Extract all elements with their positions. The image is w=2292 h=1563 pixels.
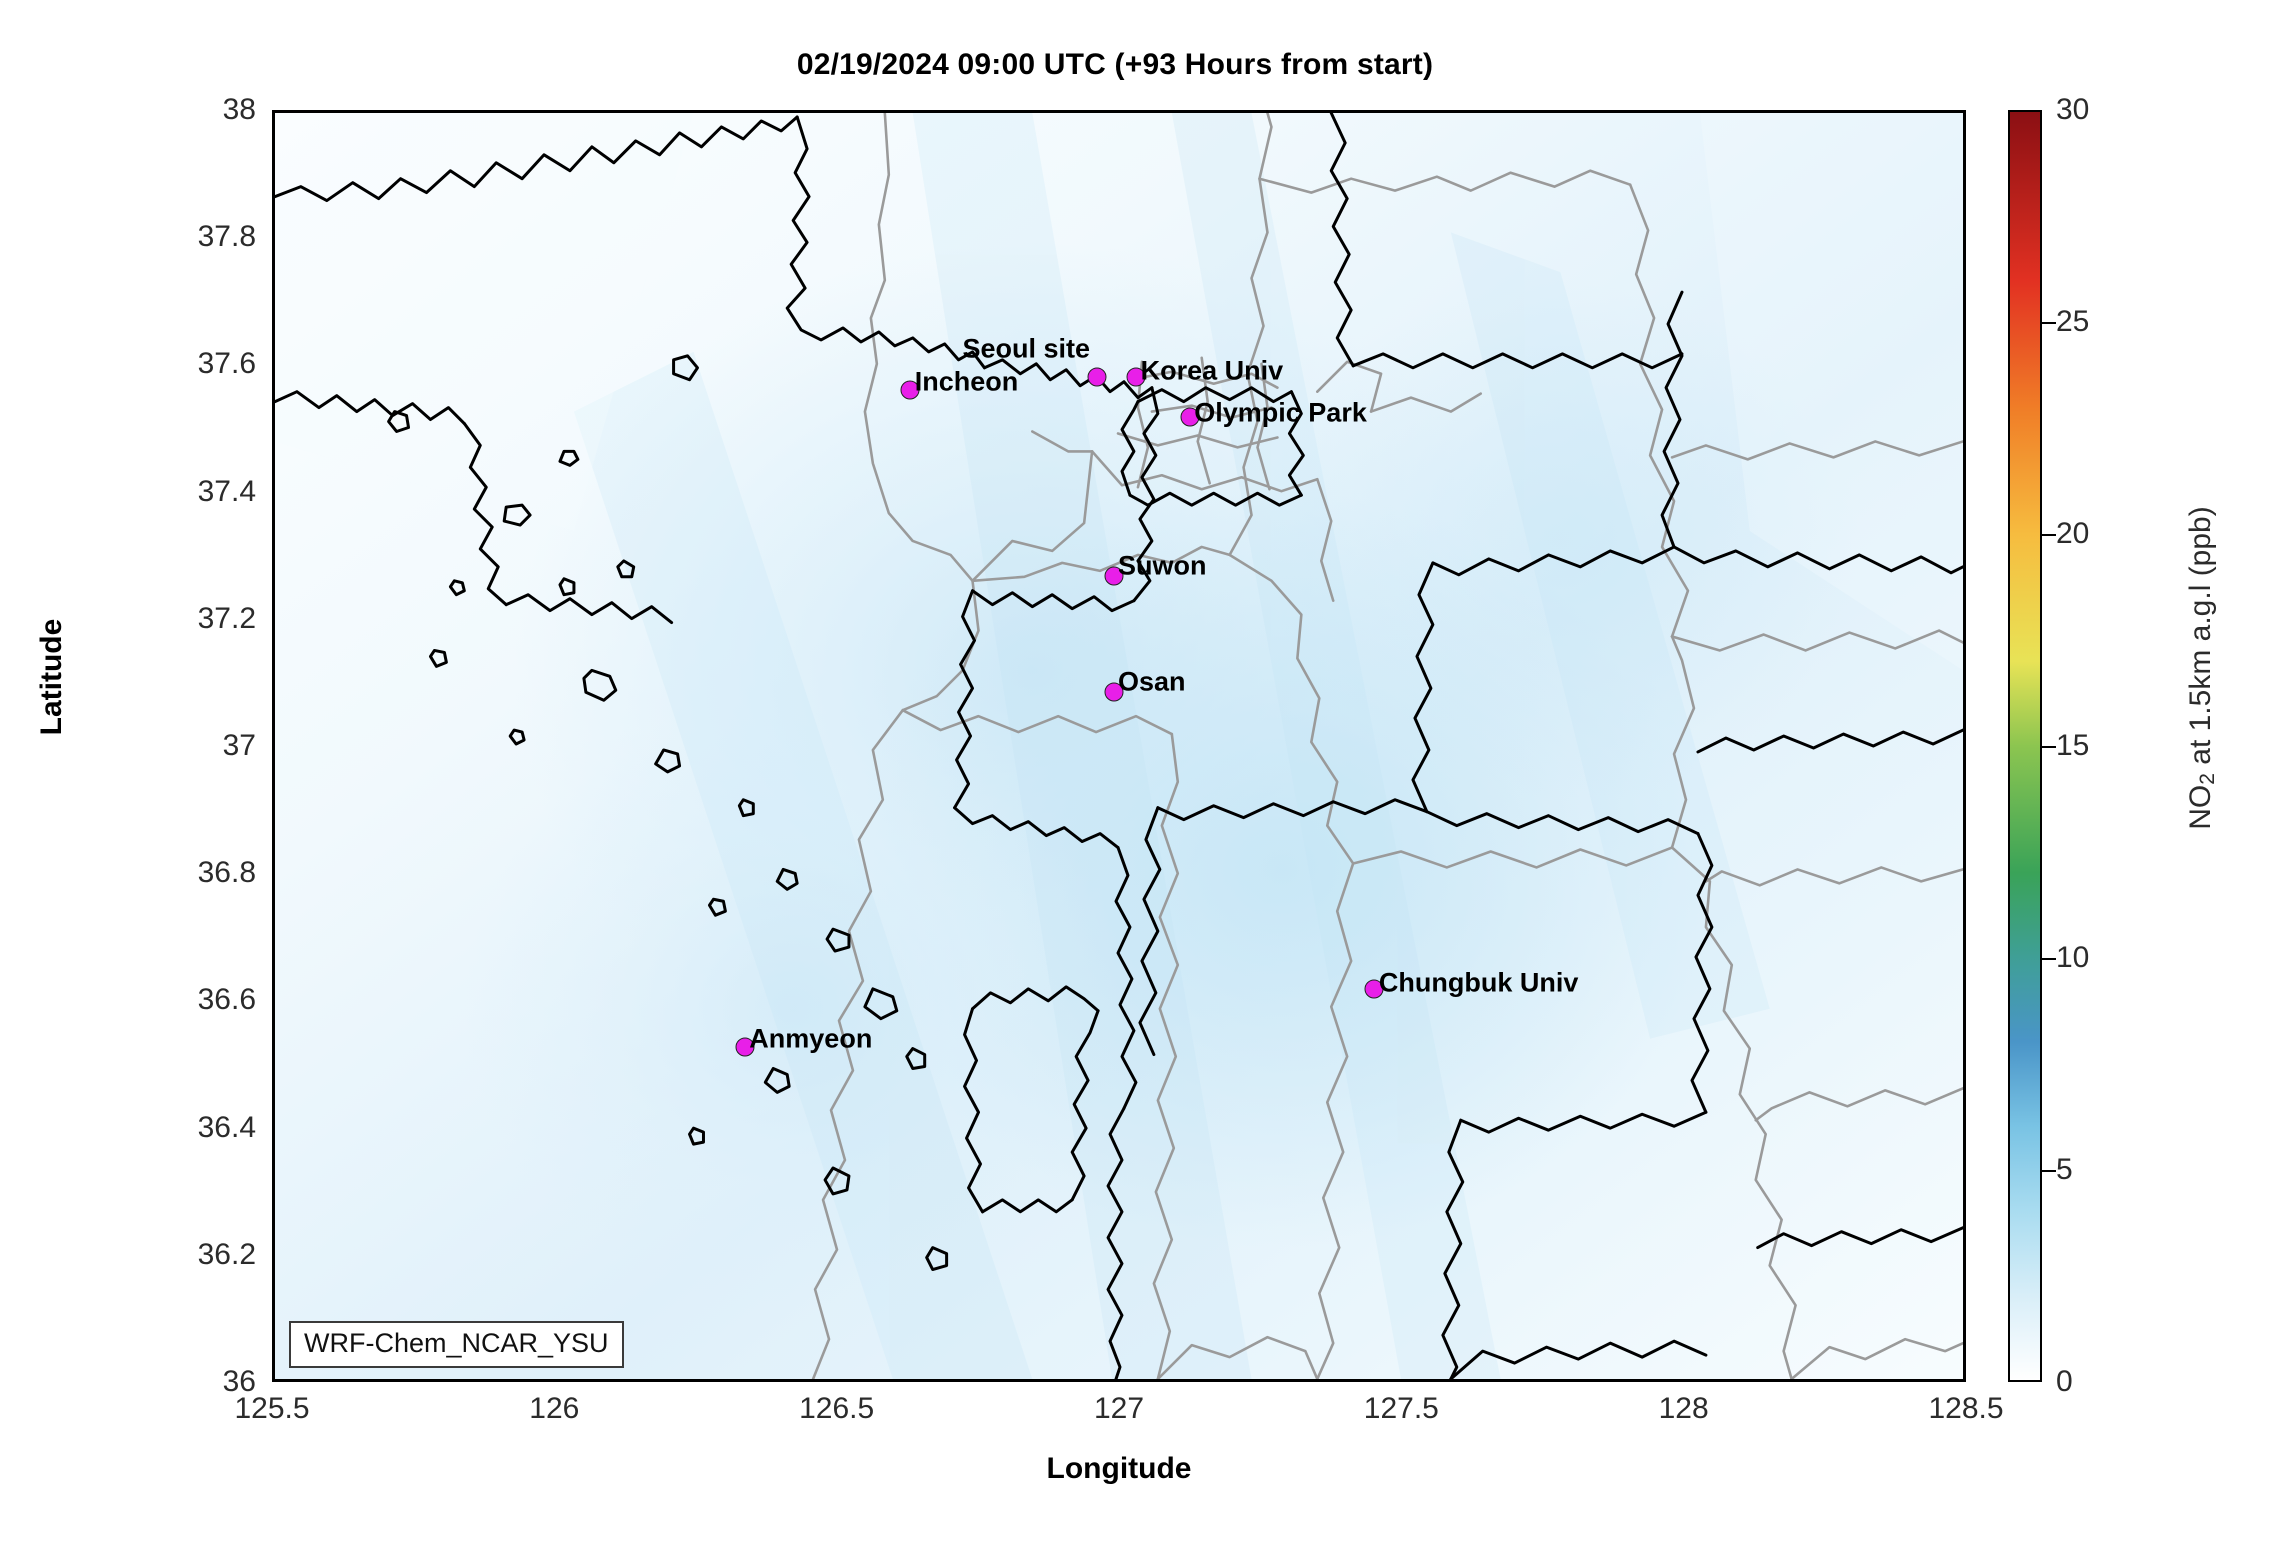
x-tick-label: 127 bbox=[1093, 1392, 1145, 1425]
y-tick-label: 37.4 bbox=[197, 474, 256, 508]
station-dot-icon bbox=[1104, 682, 1124, 702]
station-marker[interactable]: Olympic Park bbox=[1180, 399, 1367, 427]
station-marker[interactable]: Osan bbox=[1104, 668, 1186, 702]
y-axis-tick-labels: 36 36.2 36.4 36.6 36.8 37 37.2 37.4 37.6 37.8 38 bbox=[120, 93, 256, 1398]
y-tick-label: 37.2 bbox=[197, 601, 256, 635]
station-marker[interactable]: Suwon bbox=[1104, 552, 1207, 586]
y-tick-label: 37 bbox=[222, 729, 256, 762]
station-marker[interactable]: Korea Univ bbox=[1126, 357, 1283, 387]
station-marker[interactable]: Chungbuk Univ bbox=[1364, 969, 1578, 999]
x-tick-label: 128.5 bbox=[1928, 1392, 2004, 1425]
station-label: Anmyeon bbox=[749, 1023, 873, 1054]
colorbar-tick-mark bbox=[2042, 534, 2056, 536]
colorbar-tick-label: 5 bbox=[2056, 1153, 2073, 1186]
station-label: Olympic Park bbox=[1194, 397, 1367, 428]
station-dot-icon bbox=[735, 1037, 755, 1057]
y-tick-label: 36.8 bbox=[197, 856, 256, 890]
x-tick-label: 125.5 bbox=[234, 1392, 310, 1425]
colorbar-tick-mark bbox=[2042, 958, 2056, 960]
map-axes[interactable]: Seoul site Incheon Korea Univ Olympic Park S… bbox=[272, 110, 1966, 1382]
colorbar-tick-mark bbox=[2042, 322, 2056, 324]
colorbar-tick-label: 30 bbox=[2056, 93, 2090, 126]
station-label: Suwon bbox=[1118, 550, 1207, 581]
y-axis-title: Latitude bbox=[35, 618, 68, 736]
y-tick-label: 36 bbox=[222, 1365, 256, 1398]
colorbar-tick-label: 15 bbox=[2056, 729, 2090, 762]
station-label: Osan bbox=[1118, 666, 1186, 697]
colorbar[interactable] bbox=[2008, 110, 2042, 1382]
colorbar-tick-label: 0 bbox=[2056, 1365, 2073, 1398]
y-tick-label: 37.6 bbox=[197, 347, 256, 381]
station-marker[interactable]: Anmyeon bbox=[735, 1025, 872, 1057]
station-label: Chungbuk Univ bbox=[1378, 967, 1579, 998]
colorbar-title: NO2 at 1.5km a.g.l (ppb) bbox=[2184, 438, 2220, 898]
y-tick-label: 36.4 bbox=[197, 1110, 256, 1144]
y-tick-label: 36.2 bbox=[197, 1237, 256, 1271]
station-marker[interactable]: Seoul site bbox=[963, 335, 1107, 387]
station-label: Korea Univ bbox=[1140, 355, 1284, 386]
y-tick-label: 37.8 bbox=[197, 220, 256, 254]
y-tick-label: 38 bbox=[222, 93, 256, 126]
coastline-layer bbox=[275, 113, 1963, 1379]
figure-title: 02/19/2024 09:00 UTC (+93 Hours from sta… bbox=[796, 48, 1434, 81]
model-annotation-box: WRF-Chem_NCAR_YSU bbox=[289, 1321, 624, 1368]
station-dot-icon bbox=[1180, 407, 1200, 427]
colorbar-tick-label: 10 bbox=[2056, 941, 2090, 974]
x-tick-label: 126.5 bbox=[799, 1392, 875, 1425]
station-label: Incheon bbox=[914, 366, 1019, 397]
province-boundaries bbox=[811, 113, 1963, 1379]
x-axis-tick-labels: 125.5 126 126.5 127 127.5 128 128.5 bbox=[234, 1392, 2003, 1436]
station-marker[interactable]: Incheon bbox=[900, 368, 1018, 400]
colorbar-tick-mark bbox=[2042, 746, 2056, 748]
colorbar-gradient bbox=[2010, 112, 2040, 1380]
station-dot-icon bbox=[1364, 979, 1384, 999]
colorbar-tick-mark bbox=[2042, 1170, 2056, 1172]
x-tick-label: 126 bbox=[529, 1392, 580, 1425]
colorbar-tick-label: 20 bbox=[2056, 517, 2090, 550]
station-dot-icon bbox=[900, 380, 920, 400]
colorbar-title-prefix: NO bbox=[2184, 784, 2217, 830]
station-dot-icon bbox=[1126, 367, 1146, 387]
x-tick-label: 127.5 bbox=[1363, 1392, 1439, 1425]
x-axis-title: Longitude bbox=[1046, 1452, 1192, 1485]
station-dot-icon bbox=[1087, 367, 1107, 387]
colorbar-title-suffix: at 1.5km a.g.l (ppb) bbox=[2184, 506, 2217, 774]
station-label: Seoul site bbox=[962, 333, 1091, 364]
colorbar-tick-label: 25 bbox=[2056, 305, 2090, 338]
station-dot-icon bbox=[1104, 566, 1124, 586]
map-svg bbox=[275, 113, 1963, 1379]
x-tick-label: 128 bbox=[1658, 1392, 1709, 1425]
y-tick-label: 36.6 bbox=[197, 983, 256, 1017]
colorbar-title-subscript: 2 bbox=[2196, 773, 2219, 785]
